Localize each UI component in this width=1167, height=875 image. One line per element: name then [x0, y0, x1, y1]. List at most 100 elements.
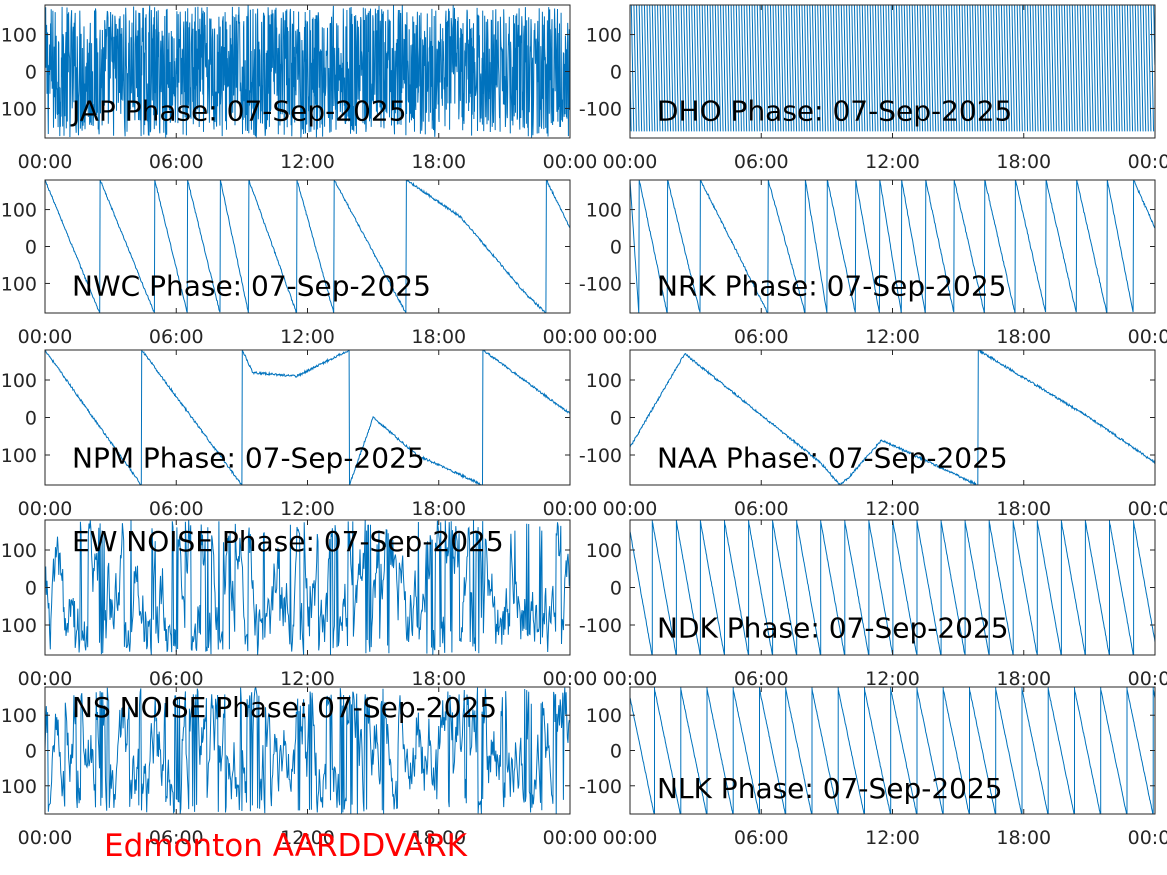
x-tick-label: 00:00 — [603, 151, 658, 173]
y-tick-label: 100 — [586, 540, 622, 562]
x-tick-label: 06:00 — [149, 151, 204, 173]
x-tick-label: 00:00 — [1128, 498, 1167, 520]
panel-nlk: 100 0 -100 00:00 06:00 12:00 18:00 00:00 NLK Pha… — [579, 686, 1167, 849]
x-tick-label: 18:00 — [996, 151, 1051, 173]
phase-series-line — [630, 180, 1155, 313]
y-tick-label: 100 — [1, 200, 37, 222]
x-tick-label: 12:00 — [865, 827, 920, 849]
x-tick-label: 00:00 — [543, 498, 598, 520]
panel-nrk: 100 0 -100 00:00 06:00 12:00 18:00 00:00 NRK Pha… — [579, 179, 1167, 348]
panel-naa: 100 0 -100 00:00 06:00 12:00 18:00 00:00 NAA Pha… — [579, 349, 1167, 520]
panel-jap: 100 0 -100 00:00 06:00 12:00 18:00 00:00 JAP Pha… — [0, 4, 598, 173]
y-tick-label: 100 — [586, 370, 622, 392]
y-tick-label: -100 — [0, 98, 37, 120]
panel-title: NRK Phase: 07-Sep-2025 — [657, 270, 1006, 303]
y-tick-label: -100 — [579, 776, 622, 798]
phase-series-line — [45, 5, 570, 138]
x-tick-label: 00:00 — [543, 151, 598, 173]
y-tick-label: -100 — [0, 615, 37, 637]
x-tick-label: 12:00 — [280, 498, 335, 520]
y-tick-label: 0 — [610, 62, 622, 84]
y-tick-label: -100 — [0, 445, 37, 467]
phase-series-line — [45, 350, 570, 485]
x-tick-label: 12:00 — [280, 326, 335, 348]
x-tick-label: 12:00 — [865, 326, 920, 348]
phase-series-line — [630, 520, 1155, 655]
y-tick-label: -100 — [579, 98, 622, 120]
panel-title: NDK Phase: 07-Sep-2025 — [657, 611, 1009, 644]
x-tick-label: 12:00 — [865, 668, 920, 690]
phase-series-line — [45, 520, 570, 655]
x-tick-label: 00:00 — [543, 827, 598, 849]
y-tick-label: 100 — [1, 25, 37, 47]
phase-series-line — [630, 350, 1155, 485]
panel-title: NLK Phase: 07-Sep-2025 — [657, 772, 1003, 805]
panel-dho: 100 0 -100 00:00 06:00 12:00 18:00 00:00 DHO Pha… — [579, 4, 1167, 173]
x-tick-label: 18:00 — [996, 498, 1051, 520]
y-tick-label: 0 — [25, 237, 37, 259]
y-tick-label: 100 — [586, 200, 622, 222]
x-tick-label: 18:00 — [411, 827, 466, 849]
y-tick-label: -100 — [0, 776, 37, 798]
panel-title: NPM Phase: 07-Sep-2025 — [72, 441, 425, 474]
panel-title: NAA Phase: 07-Sep-2025 — [657, 441, 1008, 474]
x-tick-label: 06:00 — [149, 668, 204, 690]
phase-series-line — [630, 687, 1155, 814]
x-tick-label: 12:00 — [865, 151, 920, 173]
y-tick-label: 100 — [1, 540, 37, 562]
x-tick-label: 06:00 — [734, 151, 789, 173]
x-tick-label: 00:00 — [603, 326, 658, 348]
x-tick-label: 06:00 — [734, 326, 789, 348]
y-tick-label: 100 — [1, 370, 37, 392]
x-tick-label: 18:00 — [996, 827, 1051, 849]
y-tick-label: 0 — [25, 741, 37, 763]
y-tick-label: -100 — [0, 273, 37, 295]
x-tick-label: 18:00 — [411, 498, 466, 520]
x-tick-label: 00:00 — [543, 326, 598, 348]
x-tick-label: 00:00 — [18, 151, 73, 173]
panel-title: JAP Phase: 07-Sep-2025 — [70, 95, 407, 128]
phase-series-line — [45, 180, 570, 313]
y-tick-label: 0 — [610, 408, 622, 430]
x-tick-label: 12:00 — [280, 668, 335, 690]
y-tick-label: 0 — [25, 408, 37, 430]
x-tick-label: 12:00 — [280, 827, 335, 849]
y-tick-label: 0 — [610, 578, 622, 600]
x-tick-label: 12:00 — [865, 498, 920, 520]
y-tick-label: 100 — [586, 25, 622, 47]
y-tick-label: 0 — [25, 62, 37, 84]
x-tick-label: 06:00 — [734, 827, 789, 849]
y-tick-label: 100 — [586, 705, 622, 727]
x-tick-label: 00:00 — [1128, 326, 1167, 348]
y-tick-label: 100 — [1, 705, 37, 727]
x-tick-label: 18:00 — [411, 151, 466, 173]
panel-ew-noise: 100 0 -100 00:00 06:00 12:00 18:00 00:00 EW NOIS… — [0, 519, 598, 690]
panel-npm: 100 0 -100 00:00 06:00 12:00 18:00 00:00 NPM Pha… — [0, 349, 598, 520]
x-tick-label: 00:00 — [18, 668, 73, 690]
station-footer: Edmonton AARDDVARK — [104, 828, 468, 864]
x-tick-label: 06:00 — [149, 326, 204, 348]
y-tick-label: 0 — [610, 237, 622, 259]
x-tick-label: 00:00 — [18, 326, 73, 348]
panel-title: DHO Phase: 07-Sep-2025 — [657, 95, 1012, 128]
y-tick-label: -100 — [579, 615, 622, 637]
x-tick-label: 06:00 — [149, 827, 204, 849]
x-tick-label: 00:00 — [1128, 827, 1167, 849]
x-tick-label: 18:00 — [411, 326, 466, 348]
x-tick-label: 00:00 — [543, 668, 598, 690]
x-tick-label: 18:00 — [996, 668, 1051, 690]
x-tick-label: 00:00 — [603, 668, 658, 690]
panel-ns-noise: 100 0 -100 00:00 06:00 12:00 18:00 00:00 NS NOIS… — [0, 686, 598, 849]
x-tick-label: 00:00 — [603, 498, 658, 520]
phase-series-line — [630, 5, 1155, 132]
phase-series-line — [45, 687, 570, 814]
y-tick-label: -100 — [579, 273, 622, 295]
y-tick-label: 0 — [610, 741, 622, 763]
y-tick-label: 0 — [25, 578, 37, 600]
panel-title: NWC Phase: 07-Sep-2025 — [72, 270, 431, 303]
x-tick-label: 18:00 — [996, 326, 1051, 348]
panel-title: NS NOISE Phase: 07-Sep-2025 — [72, 691, 497, 724]
x-tick-label: 00:00 — [1128, 668, 1167, 690]
x-tick-label: 00:00 — [18, 498, 73, 520]
